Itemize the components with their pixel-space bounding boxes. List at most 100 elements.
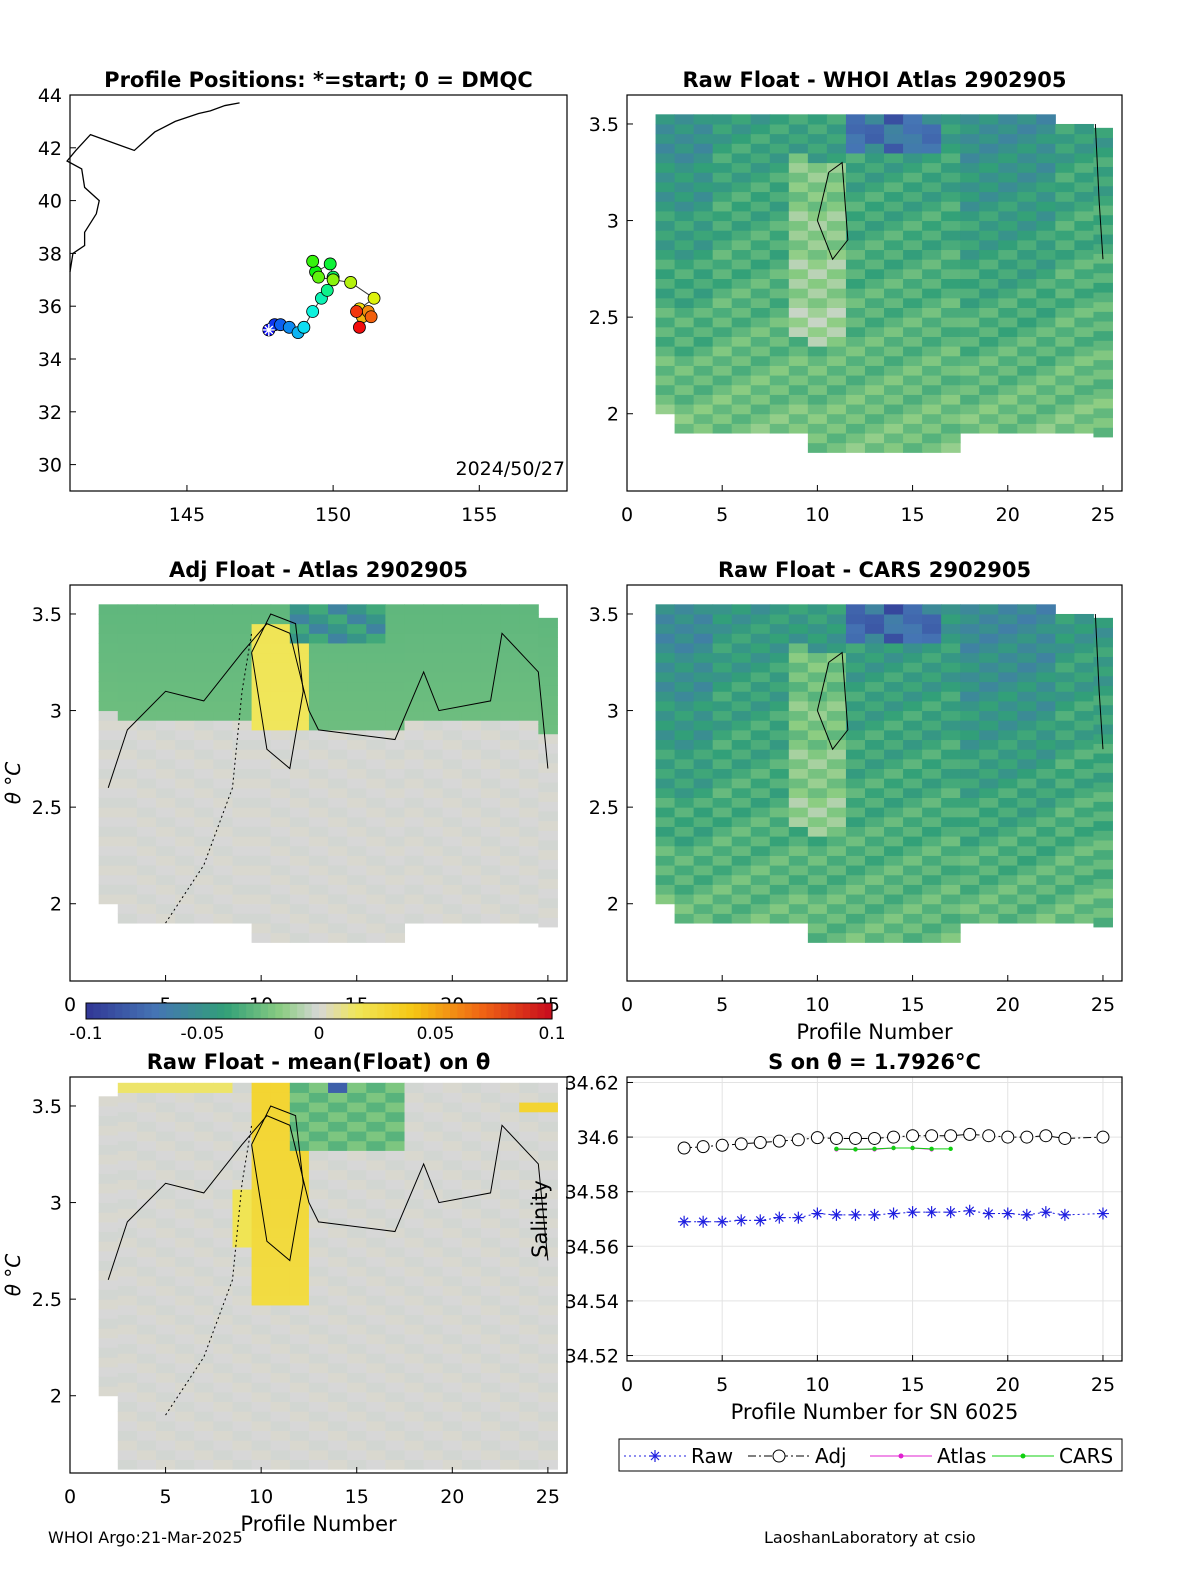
heatmap-cell xyxy=(807,720,828,731)
heatmap-cell xyxy=(979,278,999,289)
heatmap-cell xyxy=(538,1256,558,1267)
heatmap-cell xyxy=(308,1295,329,1306)
heatmap-cell xyxy=(175,884,195,895)
heatmap-cell xyxy=(1074,836,1094,847)
heatmap-cell xyxy=(864,394,885,405)
heatmap-cell xyxy=(807,201,828,212)
heatmap-cell xyxy=(1074,413,1094,424)
heatmap-cell xyxy=(117,1420,138,1432)
heatmap-cell xyxy=(903,181,923,193)
heatmap-cell xyxy=(769,662,790,673)
heatmap-cell xyxy=(251,1121,272,1132)
heatmap-cell xyxy=(289,1420,310,1432)
axes-border xyxy=(626,584,1123,982)
heatmap-cell xyxy=(289,1411,310,1422)
heatmap-cell xyxy=(500,652,520,663)
heatmap-cell xyxy=(655,652,676,663)
heatmap-cell xyxy=(289,932,310,943)
heatmap-cell xyxy=(347,1227,367,1238)
heatmap-cell xyxy=(1017,152,1037,164)
heatmap-cell xyxy=(884,346,904,357)
colorbar-swatch xyxy=(107,1003,116,1019)
heatmap-cell xyxy=(807,442,828,453)
heatmap-cell xyxy=(1017,778,1037,789)
heatmap-cell xyxy=(712,143,733,154)
heatmap-cell xyxy=(175,652,195,663)
heatmap-cell xyxy=(289,1102,310,1113)
heatmap-cell xyxy=(136,1208,157,1219)
heatmap-cell xyxy=(674,172,695,183)
y-tick-label: 34.56 xyxy=(565,1236,619,1258)
heatmap-cell xyxy=(884,749,904,760)
heatmap-cell xyxy=(1055,758,1075,770)
heatmap-cell xyxy=(423,642,444,654)
heatmap-cell xyxy=(712,720,733,731)
heatmap-cell xyxy=(232,671,253,683)
heatmap-cell xyxy=(385,1362,406,1374)
heatmap-cell xyxy=(270,1391,291,1403)
heatmap-cell xyxy=(998,797,1018,808)
heatmap-cell xyxy=(979,143,999,154)
heatmap-cell xyxy=(442,884,463,895)
heatmap-cell xyxy=(500,662,520,673)
heatmap-cell xyxy=(1036,758,1056,770)
heatmap-cell xyxy=(1093,839,1113,851)
heatmap-cell xyxy=(903,865,923,876)
heatmap-cell xyxy=(347,787,367,798)
heatmap-cell xyxy=(328,1208,348,1219)
heatmap-cell xyxy=(941,181,961,193)
y-tick-label: 34.54 xyxy=(565,1291,619,1313)
heatmap-cell xyxy=(423,884,444,895)
heatmap-cell xyxy=(366,1459,386,1470)
heatmap-cell xyxy=(480,633,501,644)
heatmap-cell xyxy=(500,1333,520,1345)
heatmap-cell xyxy=(1017,623,1037,634)
heatmap-cell xyxy=(731,394,752,405)
heatmap-cell xyxy=(1017,394,1037,405)
heatmap-cell xyxy=(1074,123,1094,135)
heatmap-cell xyxy=(232,1285,253,1296)
heatmap-cell xyxy=(979,201,999,212)
heatmap-cell xyxy=(480,1430,501,1441)
heatmap-cell xyxy=(519,613,539,625)
heatmap-cell xyxy=(251,720,272,731)
heatmap-cell xyxy=(519,1411,539,1422)
contour-dotted xyxy=(165,633,253,924)
heatmap-cell xyxy=(1036,413,1056,424)
heatmap-cell xyxy=(136,1304,157,1316)
y-tick-label: 2.5 xyxy=(32,1289,62,1311)
x-tick-label: 0 xyxy=(621,994,633,1016)
heatmap-cell xyxy=(117,1179,138,1190)
heatmap-cell xyxy=(788,259,809,270)
heatmap-cell xyxy=(480,816,501,827)
heatmap-cell xyxy=(232,1218,253,1229)
heatmap-cell xyxy=(461,1102,482,1113)
heatmap-cell xyxy=(674,652,695,663)
heatmap-cell xyxy=(826,758,847,770)
profile-position-point xyxy=(350,305,363,318)
heatmap-cell xyxy=(289,681,310,692)
heatmap-cell xyxy=(693,172,714,183)
heatmap-cell xyxy=(826,114,847,125)
heatmap-cell xyxy=(960,662,980,673)
heatmap-cell xyxy=(308,1275,329,1287)
heatmap-cell xyxy=(98,633,119,644)
heatmap-cell xyxy=(941,268,961,280)
heatmap-cell xyxy=(347,845,367,856)
heatmap-cell xyxy=(693,413,714,424)
y-tick-label: 2 xyxy=(50,1386,62,1408)
heatmap-cell xyxy=(807,913,828,924)
heatmap-cell xyxy=(232,1131,253,1142)
heatmap-cell xyxy=(960,336,980,347)
heatmap-cell xyxy=(788,739,809,750)
heatmap-cell xyxy=(826,749,847,760)
heatmap-cell xyxy=(328,1169,348,1180)
heatmap-cell xyxy=(423,1285,444,1296)
heatmap-cell xyxy=(1017,239,1037,251)
heatmap-cell xyxy=(136,797,157,808)
heatmap-cell xyxy=(788,413,809,424)
heatmap-cell xyxy=(232,855,253,866)
heatmap-cell xyxy=(308,1411,329,1422)
heatmap-cell xyxy=(960,355,980,366)
heatmap-cell xyxy=(308,1391,329,1403)
